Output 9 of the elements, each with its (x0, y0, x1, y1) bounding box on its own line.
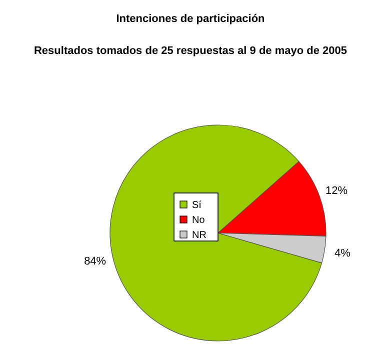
chart-title: Intenciones de participación (116, 13, 266, 25)
chart-subtitle: Resultados tomados de 25 respuestas al 9 de mayo de 2005 (34, 45, 348, 57)
legend-label: No (192, 215, 206, 226)
legend-label: NR (192, 230, 206, 241)
legend-label: Sí (192, 200, 202, 211)
pie-slice (110, 124, 322, 342)
data-label: 4% (334, 247, 351, 260)
data-label: 12% (325, 184, 348, 197)
data-label: 84% (84, 256, 106, 268)
